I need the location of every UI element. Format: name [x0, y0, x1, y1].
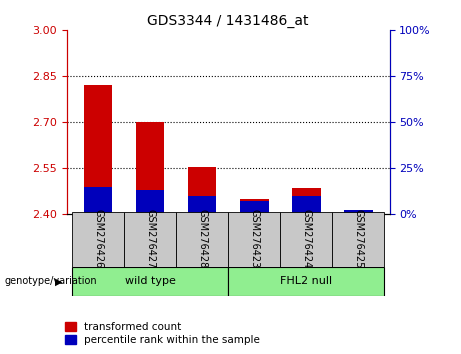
- Bar: [280, 212, 332, 267]
- Bar: [72, 212, 124, 267]
- Bar: [228, 212, 280, 267]
- Legend: transformed count, percentile rank within the sample: transformed count, percentile rank withi…: [65, 322, 260, 345]
- Text: GSM276426: GSM276426: [93, 209, 103, 268]
- Bar: [240, 199, 268, 214]
- Bar: [176, 212, 228, 267]
- Text: GSM276427: GSM276427: [145, 209, 155, 268]
- Title: GDS3344 / 1431486_at: GDS3344 / 1431486_at: [148, 14, 309, 28]
- Text: GSM276423: GSM276423: [249, 209, 259, 268]
- Bar: [188, 196, 217, 214]
- Bar: [136, 122, 165, 214]
- Bar: [188, 167, 217, 214]
- Bar: [84, 187, 112, 214]
- Bar: [332, 212, 384, 267]
- Bar: [344, 213, 372, 214]
- Bar: [84, 85, 112, 214]
- Bar: [292, 196, 320, 214]
- Text: GSM276425: GSM276425: [353, 209, 363, 268]
- Bar: [136, 190, 165, 214]
- Bar: [124, 212, 176, 267]
- Text: wild type: wild type: [124, 276, 176, 286]
- Bar: [344, 211, 372, 214]
- Text: genotype/variation: genotype/variation: [5, 276, 97, 286]
- Text: GSM276424: GSM276424: [301, 209, 311, 268]
- Text: ▶: ▶: [55, 276, 62, 286]
- Bar: [292, 188, 320, 214]
- Bar: [72, 267, 228, 296]
- Text: GSM276428: GSM276428: [197, 209, 207, 268]
- Text: FHL2 null: FHL2 null: [280, 276, 332, 286]
- Bar: [240, 201, 268, 214]
- Bar: [228, 267, 384, 296]
